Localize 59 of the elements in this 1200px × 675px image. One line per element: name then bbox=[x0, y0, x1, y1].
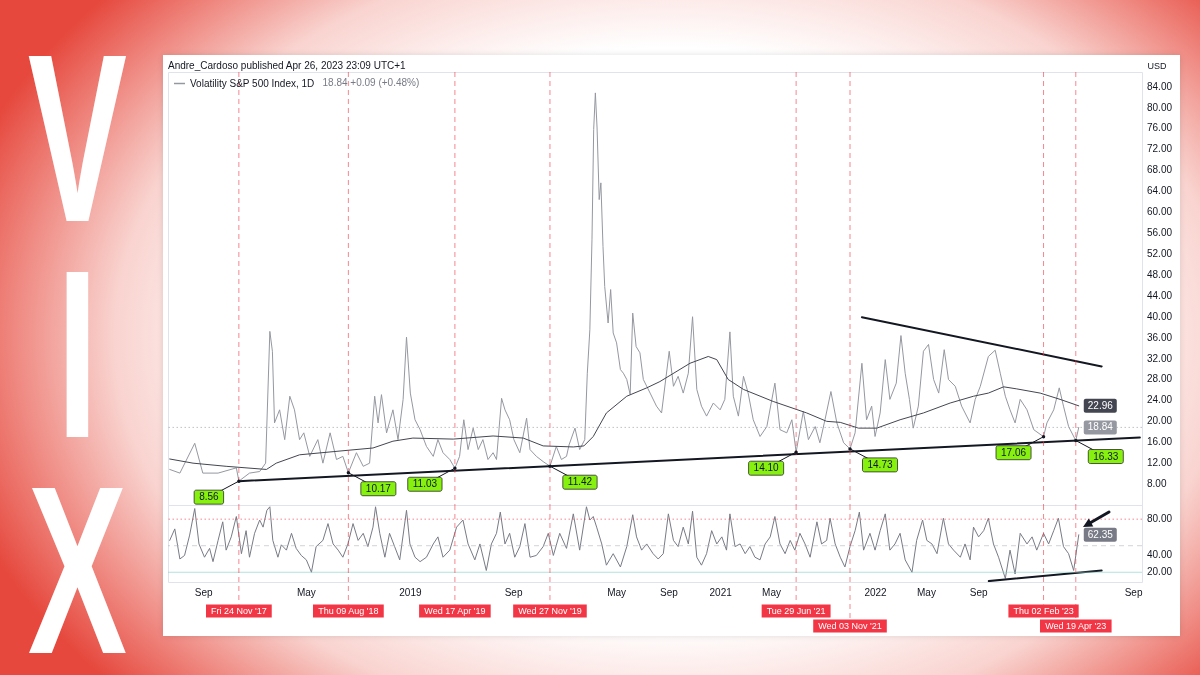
ref-line-label: Wed 27 Nov '19 bbox=[518, 606, 582, 616]
data-label: 22.96 bbox=[1087, 399, 1114, 411]
x-tick-label: May bbox=[296, 586, 316, 598]
ref-line-label: Thu 09 Aug '18 bbox=[318, 606, 379, 616]
x-tick-label: 2019 bbox=[399, 586, 422, 598]
y-tick-label: 24.00 bbox=[1147, 394, 1173, 406]
y-tick-label: 32.00 bbox=[1147, 352, 1173, 364]
text: VIX bbox=[0, 4, 161, 652]
y-tick-label: 20.00 bbox=[1147, 415, 1173, 427]
y-tick-label: 20.00 bbox=[1147, 566, 1173, 578]
y-tick-label: 40.00 bbox=[1147, 548, 1173, 560]
y-tick-label: 44.00 bbox=[1147, 289, 1173, 301]
y-tick-label: 36.00 bbox=[1147, 331, 1173, 343]
ref-line-label: Wed 19 Apr '23 bbox=[1045, 621, 1107, 631]
y-tick-label: 16.00 bbox=[1147, 436, 1173, 448]
y-tick-label: 40.00 bbox=[1147, 310, 1173, 322]
y-tick-label: 12.00 bbox=[1147, 457, 1173, 469]
x-tick-label: Sep bbox=[1124, 586, 1143, 598]
x-tick-label: May bbox=[607, 586, 627, 598]
annotation: 16.33 bbox=[1093, 450, 1119, 462]
annotation: 14.73 bbox=[867, 458, 893, 470]
ref-line-label: Thu 02 Feb '23 bbox=[1013, 606, 1074, 616]
chart-subtitle: Andre_Cardoso published Apr 26, 2023 23:09 UTC+1 bbox=[168, 60, 406, 72]
y-tick-label: 48.00 bbox=[1147, 268, 1173, 280]
annotation: 14.10 bbox=[753, 462, 780, 474]
y-tick-label: 80.00 bbox=[1147, 513, 1173, 525]
y-tick-label: 84.00 bbox=[1147, 80, 1173, 92]
legend-label: Volatility S&P 500 Index, 1D bbox=[190, 77, 315, 89]
x-tick-label: Sep bbox=[969, 586, 989, 598]
y-tick-label: 56.00 bbox=[1147, 227, 1173, 239]
y-tick-label: 72.00 bbox=[1147, 143, 1173, 155]
data-label: 62.35 bbox=[1087, 528, 1114, 540]
data-label: 18.84 bbox=[1087, 421, 1114, 433]
y-tick-label: 68.00 bbox=[1147, 164, 1173, 176]
x-tick-label: May bbox=[917, 586, 936, 598]
y-axis-title: USD bbox=[1147, 60, 1167, 71]
x-tick-label: Sep bbox=[504, 586, 523, 598]
x-tick-label: Sep bbox=[659, 586, 679, 598]
y-tick-label: 52.00 bbox=[1147, 247, 1173, 259]
annotation: 11.42 bbox=[567, 476, 593, 488]
y-tick-label: 80.00 bbox=[1147, 101, 1173, 113]
x-tick-label: May bbox=[762, 586, 782, 598]
y-tick-label: 76.00 bbox=[1147, 122, 1173, 134]
y-tick-label: 64.00 bbox=[1147, 185, 1173, 197]
y-tick-label: 60.00 bbox=[1147, 206, 1173, 218]
x-tick-label: 2021 bbox=[709, 586, 733, 598]
annotation: 11.03 bbox=[412, 478, 438, 490]
ref-line-label: Tue 29 Jun '21 bbox=[766, 606, 826, 616]
y-tick-label: 28.00 bbox=[1147, 373, 1173, 385]
annotation: 10.17 bbox=[365, 482, 392, 494]
ref-line-label: Wed 03 Nov '21 bbox=[818, 621, 882, 631]
ref-line-label: Fri 24 Nov '17 bbox=[211, 606, 267, 616]
annotation: 8.56 bbox=[199, 491, 220, 503]
ref-line-label: Wed 17 Apr '19 bbox=[424, 606, 486, 616]
annotation: 18.84 +0.09 (+0.48%) bbox=[322, 77, 420, 88]
x-tick-label: 2022 bbox=[864, 586, 888, 598]
x-tick-label: Sep bbox=[194, 586, 214, 598]
y-tick-label: 8.00 bbox=[1147, 478, 1167, 490]
annotation: 17.06 bbox=[1001, 446, 1027, 458]
